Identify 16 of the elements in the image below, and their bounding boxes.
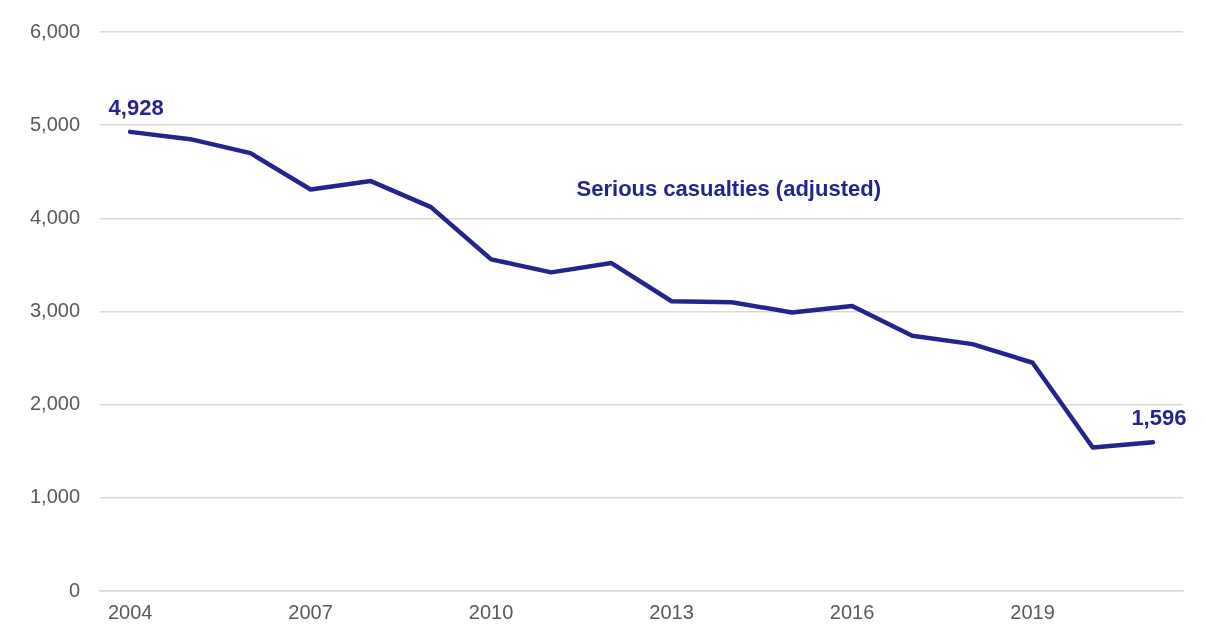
y-tick-label: 2,000 — [29, 392, 81, 415]
y-tick-label: 1,000 — [29, 485, 81, 508]
y-tick-label: 0 — [68, 578, 81, 601]
data-label: 4,928 — [108, 94, 164, 120]
x-tick-label: 2004 — [107, 600, 153, 623]
x-tick-label: 2016 — [829, 600, 875, 623]
x-tick-label: 2007 — [288, 600, 333, 623]
x-tick-label: 2019 — [1010, 600, 1055, 623]
data-label: 1,596 — [1131, 405, 1187, 431]
y-tick-label: 3,000 — [29, 299, 81, 322]
y-tick-label: 6,000 — [29, 19, 81, 42]
y-tick-label: 5,000 — [29, 112, 81, 135]
x-tick-label: 2010 — [468, 600, 514, 623]
x-tick-label: 2013 — [649, 600, 694, 623]
text: Serious casualties (adjusted) — [576, 176, 881, 202]
y-tick-label: 4,000 — [29, 205, 81, 228]
